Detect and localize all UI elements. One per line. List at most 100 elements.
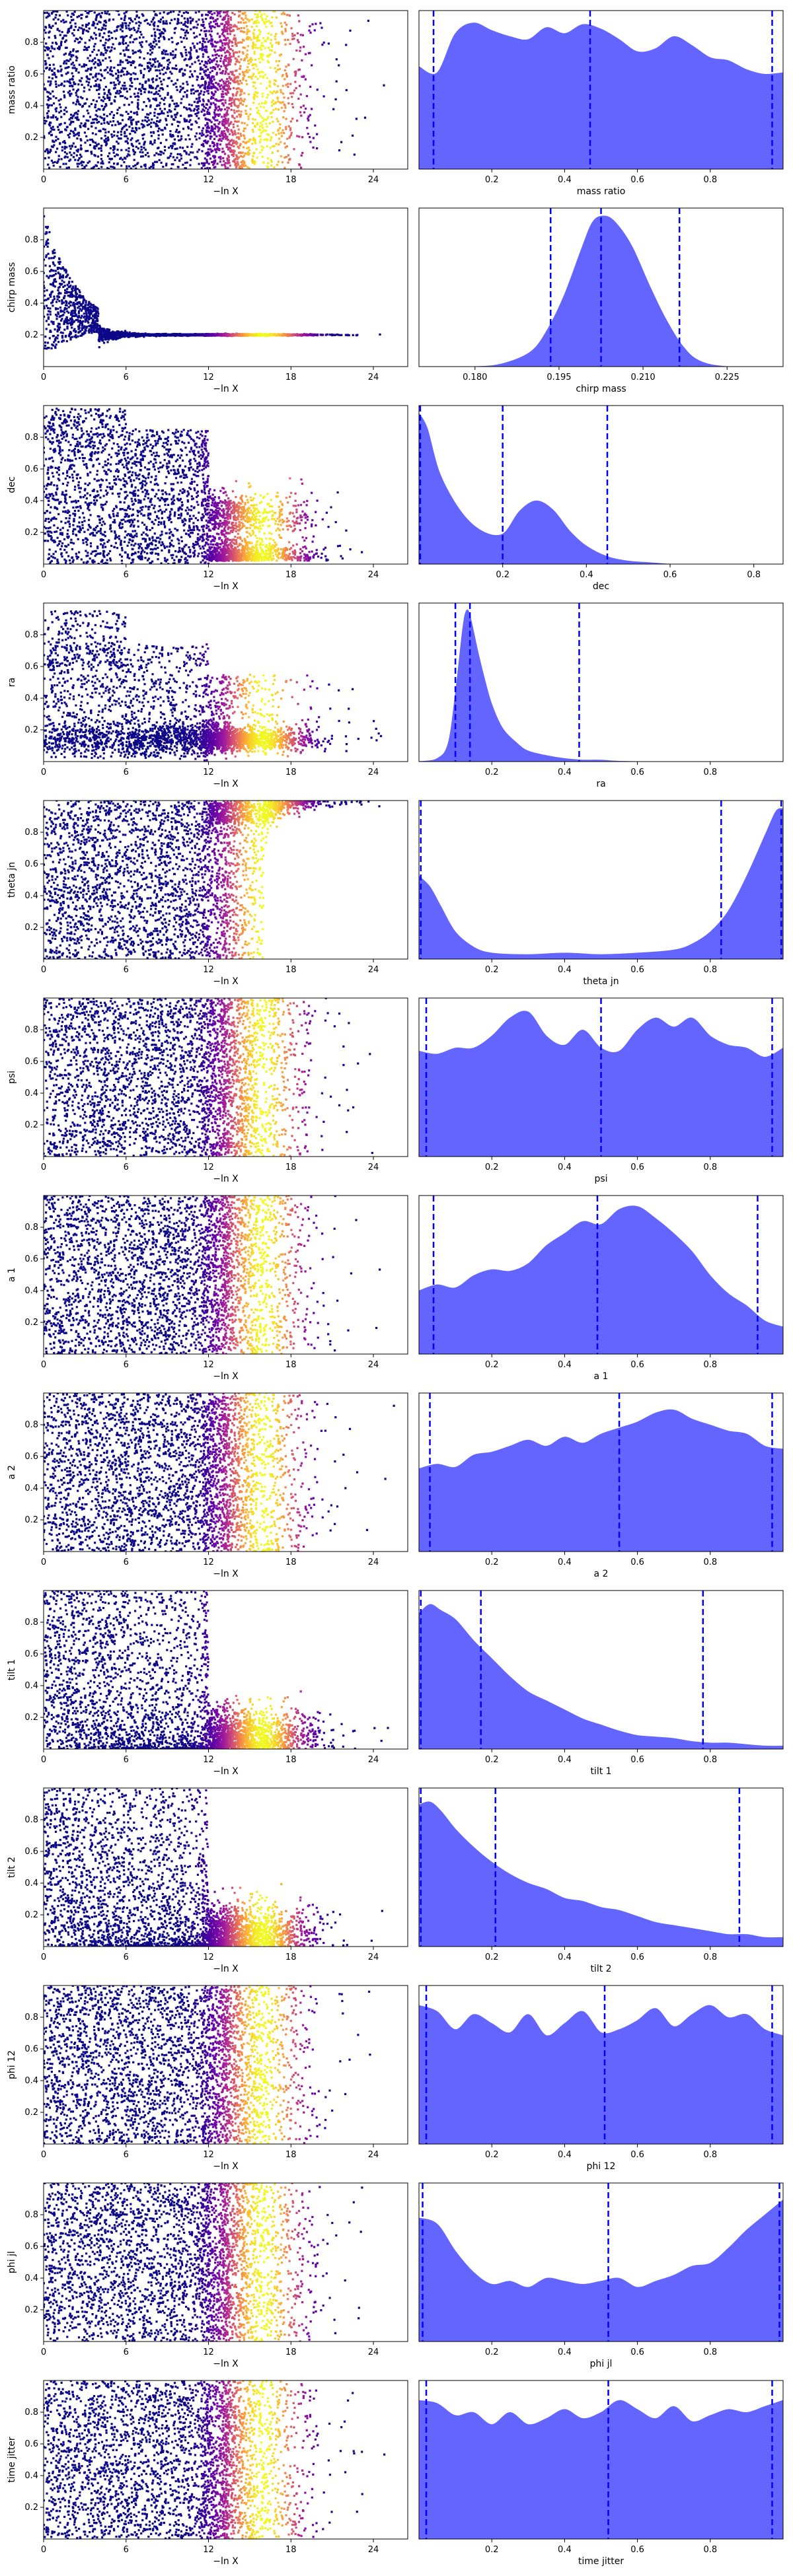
trace-sample-point — [135, 145, 137, 148]
trace-sample-point — [179, 153, 182, 156]
trace-sample-point — [104, 135, 106, 137]
trace-sample-point — [205, 141, 208, 143]
trace-sample-point — [227, 27, 230, 30]
trace-sample-point — [71, 67, 74, 69]
trace-sample-point — [254, 91, 257, 94]
trace-sample-point — [272, 90, 275, 92]
trace-sample-point — [139, 63, 141, 66]
trace-sample-point — [92, 22, 94, 25]
trace-sample-point — [198, 100, 202, 102]
trace-sample-point — [61, 335, 63, 338]
trace-sample-point — [146, 65, 149, 67]
x-tick-label: 12 — [203, 175, 214, 185]
trace-sample-point — [77, 335, 79, 338]
trace-sample-point — [207, 87, 209, 90]
trace-sample-point — [204, 48, 206, 51]
trace-sample-point — [220, 54, 223, 57]
trace-sample-point — [269, 112, 272, 115]
trace-sample-point — [174, 82, 177, 85]
trace-sample-point — [53, 341, 56, 343]
trace-sample-point — [204, 117, 207, 120]
trace-sample-point — [208, 30, 211, 32]
trace-sample-point — [106, 96, 109, 99]
trace-sample-point — [207, 59, 209, 62]
trace-sample-point — [182, 163, 184, 166]
trace-sample-point — [86, 69, 89, 72]
trace-sample-point — [138, 142, 141, 145]
trace-sample-point — [248, 75, 250, 78]
trace-sample-point — [153, 21, 156, 24]
trace-sample-point — [217, 49, 219, 52]
trace-sample-point — [228, 77, 231, 79]
trace-sample-point — [228, 133, 231, 135]
trace-sample-point — [230, 108, 233, 111]
trace-sample-point — [236, 90, 239, 93]
trace-sample-point — [158, 127, 161, 130]
trace-sample-point — [113, 48, 116, 50]
trace-sample-point — [73, 81, 75, 84]
trace-sample-point — [188, 51, 190, 54]
trace-sample-point — [209, 132, 211, 135]
trace-sample-point — [264, 73, 266, 76]
trace-sample-point — [150, 166, 153, 168]
trace-sample-point — [209, 120, 211, 122]
trace-sample-point — [263, 138, 266, 141]
trace-sample-point — [157, 130, 159, 133]
trace-sample-point — [153, 122, 155, 124]
trace-sample-point — [46, 90, 49, 93]
trace-sample-point — [138, 88, 141, 90]
trace-sample-point — [49, 67, 52, 69]
trace-sample-point — [133, 78, 136, 81]
trace-sample-point — [155, 122, 157, 125]
trace-sample-point — [85, 164, 88, 167]
trace-sample-point — [125, 35, 128, 38]
trace-sample-point — [202, 53, 205, 55]
trace-sample-point — [232, 160, 235, 162]
trace-sample-point — [133, 18, 136, 20]
trace-sample-point — [182, 28, 185, 31]
trace-sample-point — [225, 84, 227, 87]
trace-sample-point — [252, 67, 255, 70]
trace-sample-point — [71, 145, 73, 147]
trace-sample-point — [176, 112, 178, 114]
trace-sample-point — [207, 151, 209, 154]
trace-sample-point — [141, 151, 144, 154]
trace-sample-point — [113, 166, 116, 169]
trace-sample-point — [196, 90, 198, 92]
trace-sample-point — [226, 157, 229, 160]
trace-sample-point — [44, 215, 46, 218]
trace-sample-point — [292, 92, 295, 94]
trace-sample-point — [141, 137, 145, 140]
trace-sample-point — [263, 129, 266, 131]
trace-sample-point — [153, 34, 156, 36]
trace-sample-point — [121, 119, 124, 122]
trace-sample-point — [213, 166, 215, 169]
trace-sample-point — [221, 90, 224, 93]
trace-sample-point — [120, 28, 122, 31]
trace-sample-point — [98, 147, 100, 150]
trace-sample-point — [215, 60, 218, 63]
trace-sample-point — [145, 18, 148, 21]
trace-sample-point — [223, 116, 226, 118]
trace-sample-point — [65, 153, 68, 155]
trace-sample-point — [186, 120, 188, 123]
trace-sample-point — [256, 157, 258, 159]
trace-sample-point — [157, 65, 160, 68]
trace-sample-point — [73, 40, 76, 42]
trace-sample-point — [144, 154, 147, 157]
trace-sample-point — [239, 21, 243, 24]
trace-sample-point — [174, 64, 177, 67]
trace-sample-point — [203, 140, 206, 143]
trace-sample-point — [87, 46, 90, 48]
trace-sample-point — [132, 50, 134, 52]
trace-sample-point — [223, 58, 226, 61]
trace-sample-point — [162, 52, 165, 55]
trace-sample-point — [287, 83, 289, 85]
trace-sample-point — [251, 64, 254, 67]
trace-sample-point — [208, 74, 210, 77]
trace-sample-point — [160, 161, 163, 164]
trace-sample-point — [195, 132, 198, 135]
trace-sample-point — [161, 129, 164, 131]
trace-sample-point — [174, 147, 176, 151]
